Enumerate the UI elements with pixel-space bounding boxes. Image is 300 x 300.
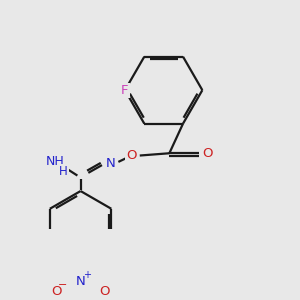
- Text: O: O: [202, 147, 212, 160]
- Text: F: F: [121, 84, 129, 97]
- Text: −: −: [58, 280, 67, 290]
- Text: O: O: [99, 285, 110, 298]
- Text: NH: NH: [45, 155, 64, 168]
- Text: O: O: [126, 149, 137, 162]
- Text: N: N: [76, 275, 85, 288]
- Text: H: H: [59, 165, 68, 178]
- Text: N: N: [105, 157, 115, 170]
- Text: +: +: [83, 270, 91, 280]
- Text: O: O: [52, 285, 62, 298]
